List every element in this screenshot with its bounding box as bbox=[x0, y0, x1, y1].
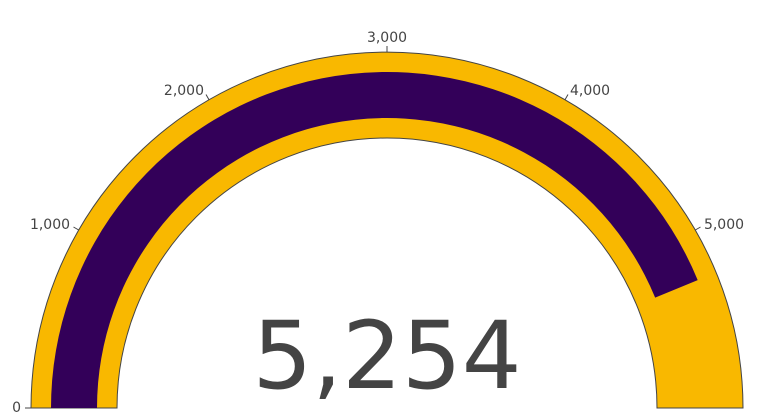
gauge-tick-label: 2,000 bbox=[164, 83, 204, 99]
gauge-number: 5,254 bbox=[252, 302, 521, 411]
gauge-tick-mark bbox=[73, 226, 79, 231]
gauge-tick-label: 4,000 bbox=[570, 83, 610, 99]
gauge-ticks: 0 1,000 2,000 3,000 4,000 5,000 bbox=[12, 30, 744, 414]
gauge-tick-mark bbox=[564, 94, 569, 100]
gauge-tick-label: 1,000 bbox=[30, 217, 70, 233]
gauge-tick-label: 0 bbox=[12, 400, 21, 414]
gauge-tick-label: 3,000 bbox=[367, 30, 407, 46]
gauge-tick-label: 5,000 bbox=[704, 217, 744, 233]
gauge-tick-mark bbox=[695, 226, 701, 231]
gauge-value-bar bbox=[51, 72, 698, 408]
gauge-tick-mark bbox=[205, 94, 210, 100]
